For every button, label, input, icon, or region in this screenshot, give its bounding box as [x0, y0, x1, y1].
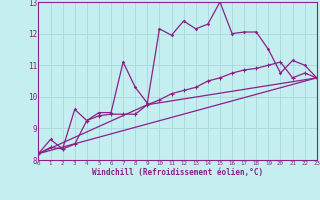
- X-axis label: Windchill (Refroidissement éolien,°C): Windchill (Refroidissement éolien,°C): [92, 168, 263, 177]
